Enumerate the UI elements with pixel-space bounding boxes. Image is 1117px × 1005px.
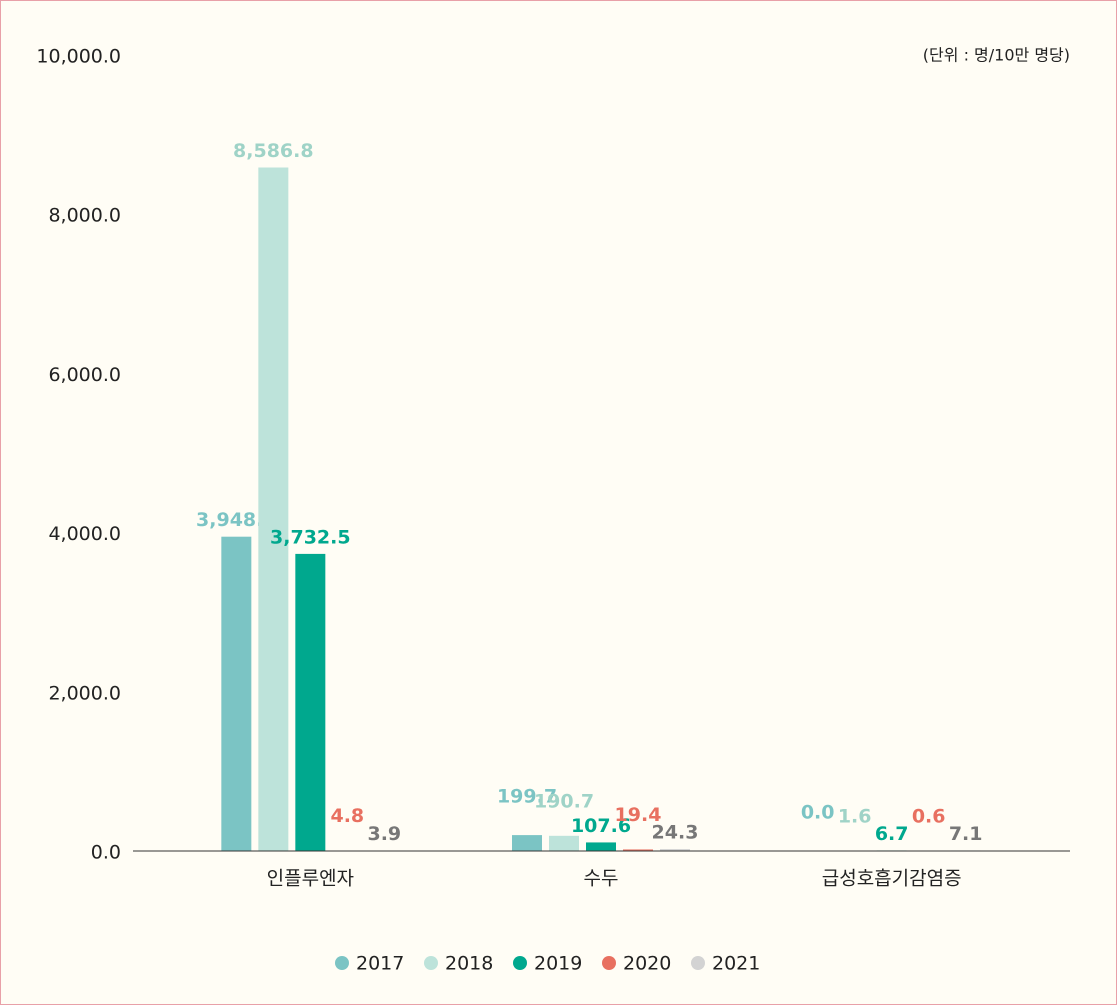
x-tick-label: 급성호흡기감염증 [822, 868, 962, 890]
legend-label: 2019 [534, 953, 582, 975]
bar [221, 536, 252, 851]
legend-swatch [335, 956, 349, 970]
value-label: 7.1 [949, 823, 983, 845]
value-label: 1.6 [838, 805, 872, 827]
bar [295, 553, 326, 851]
bar [549, 835, 579, 851]
value-label: 8,586.8 [233, 140, 314, 162]
value-label: 199.7 [497, 786, 557, 808]
value-label: 3.9 [367, 823, 401, 845]
value-label: 6.7 [875, 823, 909, 845]
value-label: 0.6 [912, 805, 946, 827]
legend-swatch [602, 956, 616, 970]
y-tick-label: 0.0 [91, 842, 121, 864]
value-label: 19.4 [615, 804, 662, 826]
y-tick-label: 6,000.0 [48, 364, 121, 386]
legend-swatch [691, 956, 705, 970]
value-label: 3,948.6 [196, 509, 277, 531]
value-label: 0.0 [801, 802, 835, 824]
value-label: 3,732.5 [270, 526, 351, 548]
value-label: 190.7 [534, 790, 594, 812]
y-tick-label: 2,000.0 [48, 682, 121, 704]
value-label: 4.8 [330, 805, 364, 827]
bar [258, 167, 289, 851]
y-tick-label: 10,000.0 [36, 46, 121, 68]
legend-label: 2021 [712, 953, 760, 975]
legend-label: 2017 [356, 953, 404, 975]
legend-swatch [424, 956, 438, 970]
x-tick-label: 수두 [584, 868, 619, 890]
legend-swatch [513, 956, 527, 970]
bar [512, 835, 542, 851]
y-tick-label: 4,000.0 [48, 523, 121, 545]
unit-note: (단위 : 명/10만 명당) [923, 46, 1070, 65]
bar [660, 849, 690, 851]
bar [623, 849, 653, 851]
x-tick-label: 인플루엔자 [267, 868, 354, 890]
legend-label: 2020 [623, 953, 671, 975]
bar [586, 842, 616, 851]
value-label: 107.6 [571, 815, 631, 837]
legend-label: 2018 [445, 953, 493, 975]
value-label: 24.3 [652, 822, 699, 844]
y-tick-label: 8,000.0 [48, 205, 121, 227]
